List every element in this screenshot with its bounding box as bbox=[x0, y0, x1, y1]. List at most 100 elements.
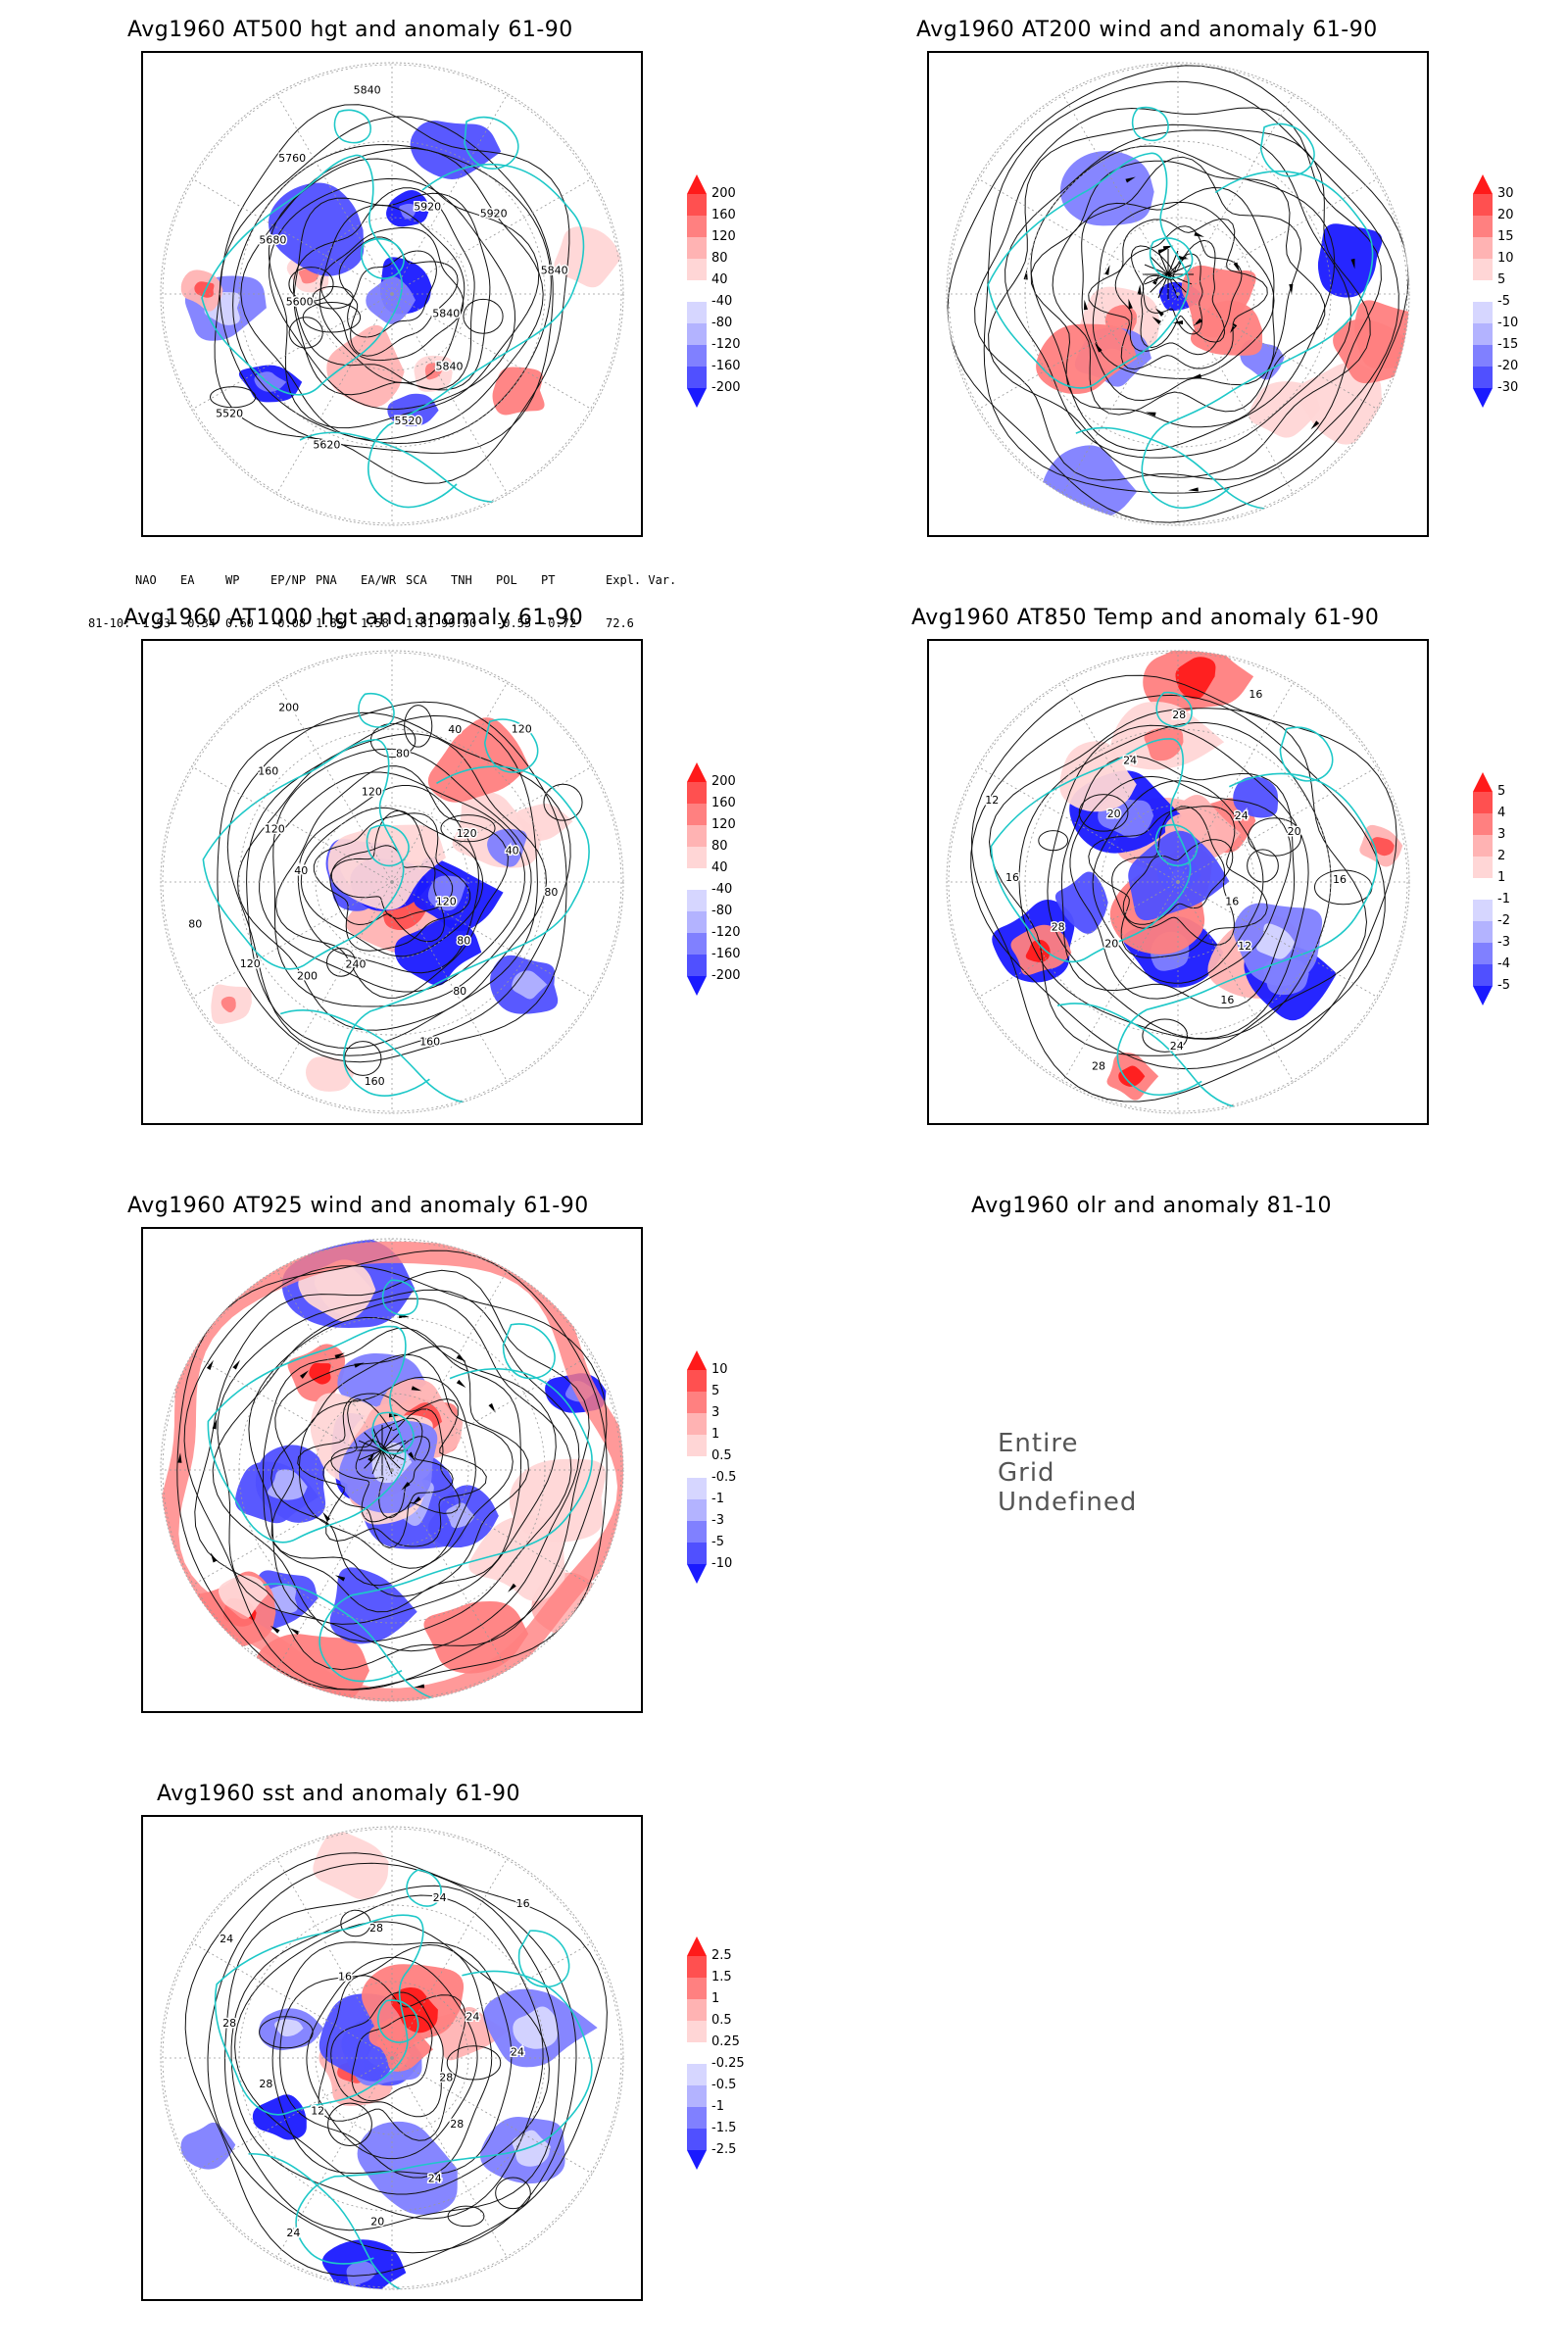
coastline bbox=[366, 824, 410, 867]
contour-label: 28 bbox=[369, 1922, 383, 1935]
colorbar: 2.5 1.5 1 0.5 0.25 -0.25 -0.5 -1 -1.5 -2.5 bbox=[686, 1936, 755, 2207]
contour-label: 24 bbox=[220, 1933, 233, 1945]
meridian-line bbox=[275, 1469, 393, 1671]
anomaly-shading bbox=[492, 367, 545, 416]
colorbar-swatches bbox=[687, 174, 707, 408]
colorbar: 200 160 120 80 40 -40 -80 -120 -160 -200 bbox=[686, 174, 755, 445]
streamline-arrow bbox=[1104, 265, 1110, 275]
anomaly-core bbox=[427, 875, 466, 911]
colorbar: 30 20 15 10 5 -5 -10 -15 -20 -30 bbox=[1472, 174, 1541, 445]
meridian-line bbox=[391, 765, 593, 883]
colorbar-swatch bbox=[687, 2021, 707, 2042]
contour-closed bbox=[440, 814, 496, 843]
contour-label: 80 bbox=[457, 935, 470, 948]
teleconnection-table: NAO EA WP EP/NP PNA EA/WR SCA TNH POL PT Expl. Var… bbox=[88, 546, 676, 660]
anomaly-core bbox=[346, 2261, 377, 2286]
anomaly-core bbox=[513, 2006, 559, 2049]
contour-label: 24 bbox=[286, 2227, 300, 2239]
streamline-arrow bbox=[177, 1452, 182, 1463]
contour-label: 5920 bbox=[480, 208, 508, 220]
undefined-grid-message: Entire Grid Undefined bbox=[998, 1429, 1138, 1517]
colorbar-label: -3 bbox=[1497, 935, 1510, 950]
streamline-arrow bbox=[212, 1418, 218, 1430]
contour-label: 16 bbox=[1249, 688, 1262, 701]
latitude-circle bbox=[162, 1240, 622, 1700]
contour-label: 24 bbox=[1170, 1040, 1184, 1053]
colorbar-label: -200 bbox=[711, 968, 741, 983]
contour-line bbox=[306, 1956, 478, 2160]
latitude-circle bbox=[948, 64, 1408, 524]
colorbar: 5 4 3 2 1 -1 -2 -3 -4 -5 bbox=[1472, 772, 1541, 1043]
colorbar-arrow-top bbox=[687, 1936, 707, 1956]
streamline-arrow bbox=[1191, 373, 1201, 378]
meridian-line bbox=[275, 293, 393, 495]
streamline-arrow bbox=[354, 1362, 365, 1368]
pole-streamline bbox=[1167, 273, 1193, 285]
streamline-arrow bbox=[1137, 284, 1142, 295]
contour-closed bbox=[446, 2045, 502, 2081]
streamline-arrow bbox=[1095, 342, 1102, 353]
colorbar-label: 120 bbox=[711, 817, 736, 832]
contour-closed bbox=[326, 948, 356, 977]
meridian-line bbox=[275, 681, 393, 883]
anomaly-core bbox=[268, 1469, 308, 1500]
anomaly-shading bbox=[366, 275, 416, 324]
contour-label: 5600 bbox=[286, 296, 314, 309]
colorbar-swatch bbox=[1473, 835, 1493, 857]
map-boundary bbox=[160, 1238, 624, 1702]
streamline-arrow bbox=[1152, 317, 1161, 324]
contour-label: 16 bbox=[1225, 895, 1239, 907]
coastline bbox=[360, 238, 405, 279]
map-content bbox=[161, 1827, 623, 2289]
colorbar-swatch bbox=[1473, 921, 1493, 943]
colorbar-swatch bbox=[687, 1370, 707, 1392]
contour-label: 12 bbox=[1238, 940, 1251, 953]
streamline-arrow bbox=[1233, 262, 1240, 272]
streamline-arrow bbox=[300, 1370, 309, 1379]
anomaly-shading bbox=[305, 1056, 355, 1092]
meridian-line bbox=[977, 293, 1179, 411]
colorbar-swatch bbox=[687, 1392, 707, 1413]
contour-label: 5920 bbox=[414, 200, 441, 213]
tele-value: 1.81-99.90 bbox=[406, 616, 477, 630]
meridian-line bbox=[391, 1941, 593, 2059]
colorbar-label: -160 bbox=[711, 359, 741, 373]
colorbar-label: 3 bbox=[711, 1405, 720, 1420]
tele-value: -0.34 bbox=[180, 616, 217, 630]
contour-label: 5520 bbox=[395, 415, 422, 427]
colorbar-swatches bbox=[687, 1936, 707, 2170]
colorbar-swatches bbox=[1473, 772, 1493, 1005]
colorbar-label: -4 bbox=[1497, 956, 1510, 971]
meridian-line bbox=[1177, 293, 1379, 411]
streamline-arrow bbox=[1146, 412, 1156, 416]
latitude-circle bbox=[162, 64, 622, 524]
streamline-arrow bbox=[1289, 283, 1294, 295]
contour-closed bbox=[1038, 830, 1069, 852]
streamline-arrow bbox=[210, 1552, 218, 1563]
contour-label: 40 bbox=[448, 723, 462, 736]
contour-label: 120 bbox=[512, 722, 532, 735]
pole-streamline bbox=[381, 1440, 407, 1451]
meridian-line bbox=[391, 881, 509, 1083]
contour-label: 40 bbox=[294, 864, 308, 877]
colorbar-swatch bbox=[687, 1521, 707, 1543]
colorbar-label: 80 bbox=[711, 251, 728, 266]
coastline bbox=[990, 738, 1192, 962]
tele-row-label: 81-10: bbox=[88, 616, 131, 630]
streamline-arrow bbox=[1188, 487, 1199, 492]
coastline bbox=[1075, 426, 1288, 511]
colorbar-swatch bbox=[687, 367, 707, 388]
map-frame bbox=[141, 1227, 643, 1713]
colorbar-arrow-top bbox=[687, 1350, 707, 1370]
latitude-circle bbox=[1101, 805, 1255, 959]
colorbar-swatch bbox=[687, 2085, 707, 2107]
colorbar-swatch bbox=[1473, 900, 1493, 921]
tele-header: NAO bbox=[135, 573, 157, 587]
meridian-line bbox=[391, 293, 593, 411]
coastline bbox=[377, 1999, 419, 2043]
colorbar: 10 5 3 1 0.5 -0.5 -1 -3 -5 -10 bbox=[686, 1350, 755, 1621]
colorbar-label: -10 bbox=[1497, 316, 1519, 330]
streamline-arrow bbox=[334, 1352, 345, 1359]
colorbar-swatch bbox=[687, 1999, 707, 2021]
contour-label: 200 bbox=[297, 970, 318, 983]
